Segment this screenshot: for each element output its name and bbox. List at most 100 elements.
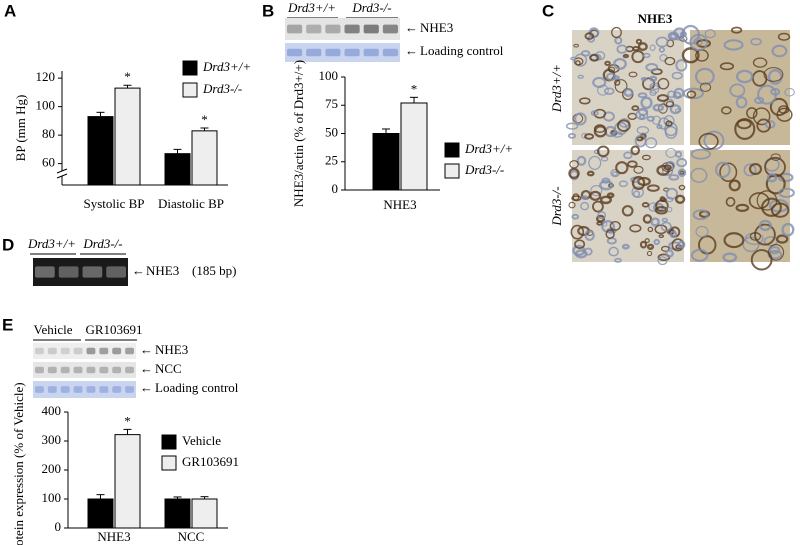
significance-mark: * xyxy=(201,112,208,127)
tissue xyxy=(573,43,579,48)
blot-group: Drd3-/- xyxy=(351,0,391,15)
micrograph xyxy=(568,145,688,266)
blot-band xyxy=(106,266,126,278)
tissue xyxy=(647,226,654,233)
band-label: Loading control xyxy=(420,43,504,58)
panel-letter: C xyxy=(542,1,554,20)
significance-mark: * xyxy=(411,81,418,96)
bar xyxy=(191,498,218,529)
tissue xyxy=(657,77,670,90)
y-tick-label: 300 xyxy=(42,432,62,447)
panel-title: NHE3 xyxy=(638,11,673,26)
tissue xyxy=(614,257,622,263)
tissue xyxy=(621,243,630,250)
tissue xyxy=(649,84,660,94)
blot-band xyxy=(86,347,96,355)
tissue xyxy=(605,229,615,239)
tissue xyxy=(604,60,611,66)
blot-band xyxy=(287,48,303,57)
blot-band xyxy=(58,266,79,278)
tissue xyxy=(637,92,648,99)
blot-band xyxy=(363,24,379,34)
tissue xyxy=(728,179,741,192)
blot-group: Drd3+/+ xyxy=(27,236,76,251)
tissue xyxy=(698,132,719,151)
tissue xyxy=(777,172,794,183)
tissue xyxy=(645,63,659,72)
tissue xyxy=(671,71,683,80)
tissue xyxy=(781,222,795,237)
tissue xyxy=(571,213,580,220)
tissue xyxy=(570,224,585,240)
tissue xyxy=(665,147,677,158)
arrow: ← xyxy=(140,342,153,357)
tissue xyxy=(704,29,716,39)
tissue xyxy=(681,47,700,64)
tissue xyxy=(725,196,736,207)
legend-swatch xyxy=(444,142,460,158)
tissue xyxy=(690,148,711,160)
tissue xyxy=(665,187,678,200)
arrow: ← xyxy=(132,263,145,278)
blot-band xyxy=(99,386,109,393)
tissue xyxy=(746,107,758,119)
tissue xyxy=(664,56,676,66)
blot-band xyxy=(125,347,134,355)
tissue xyxy=(608,66,616,73)
blot-band xyxy=(306,24,322,34)
blot-band xyxy=(35,266,55,278)
blot-band xyxy=(325,24,341,34)
tissue xyxy=(637,42,648,52)
y-tick-label: 100 xyxy=(319,68,339,83)
blot-group: Drd3+/+ xyxy=(287,0,336,15)
blot-band xyxy=(35,386,44,393)
tissue xyxy=(621,205,634,217)
tissue xyxy=(597,145,610,158)
bar xyxy=(372,133,400,191)
tissue xyxy=(611,171,619,177)
tissue xyxy=(608,246,619,257)
bar xyxy=(191,130,218,186)
y-tick-label: 0 xyxy=(55,519,62,534)
tissue xyxy=(756,190,778,211)
band-size: (185 bp) xyxy=(192,263,236,278)
tissue xyxy=(605,72,617,82)
blot-band xyxy=(287,24,303,34)
legend-swatch xyxy=(444,163,460,179)
tissue xyxy=(632,190,641,198)
y-tick-label: 120 xyxy=(36,69,56,84)
tissue xyxy=(599,179,614,191)
arrow: ← xyxy=(140,380,153,395)
tissue xyxy=(665,120,673,127)
tissue xyxy=(784,87,795,97)
blot-band xyxy=(35,366,44,374)
legend-label: Drd3-/- xyxy=(464,162,504,177)
tissue xyxy=(703,130,725,151)
tissue xyxy=(660,221,672,232)
blot-band xyxy=(60,386,70,393)
tissue xyxy=(695,225,709,238)
axis-break xyxy=(56,173,68,179)
tissue xyxy=(642,214,653,224)
y-tick-label: 50 xyxy=(325,124,338,139)
tissue xyxy=(667,31,680,41)
tissue xyxy=(659,196,666,202)
y-tick-label: 0 xyxy=(332,181,339,196)
arrow: ← xyxy=(140,361,153,376)
tissue xyxy=(586,170,595,177)
blot-group: GR103691 xyxy=(85,322,142,337)
tissue xyxy=(623,151,633,160)
blot-band xyxy=(382,48,398,57)
row-label: Drd3-/- xyxy=(549,186,564,226)
blot-band xyxy=(125,366,134,374)
tissue xyxy=(669,230,678,239)
tissue xyxy=(750,37,762,46)
tissue xyxy=(639,240,648,249)
tissue xyxy=(593,149,600,155)
y-tick-label: 100 xyxy=(42,490,62,505)
tissue xyxy=(715,161,731,178)
blot-band xyxy=(306,48,322,57)
tissue xyxy=(770,153,781,161)
panel-letter: D xyxy=(2,235,14,254)
tissue xyxy=(627,160,638,168)
